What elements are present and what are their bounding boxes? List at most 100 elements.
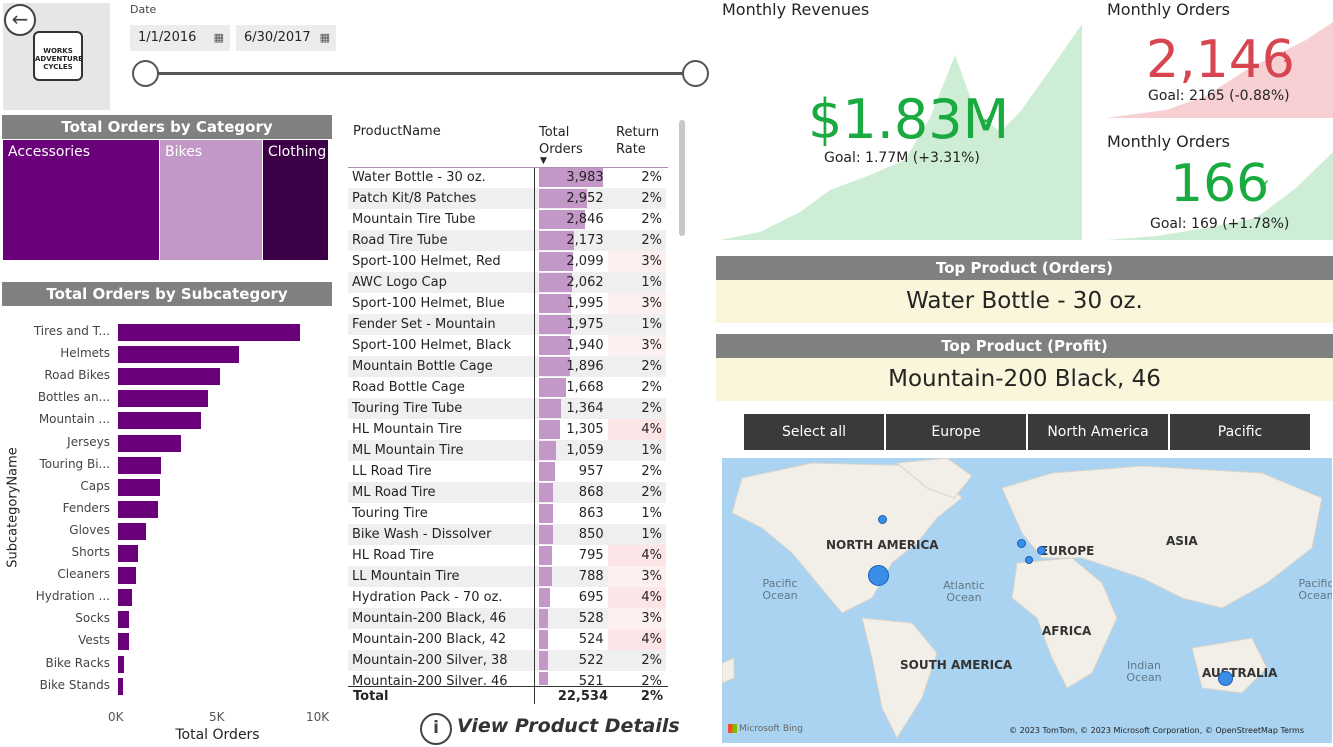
product-name-cell: Hydration Pack - 70 oz. xyxy=(352,590,503,605)
map-bubble-australia[interactable] xyxy=(1218,671,1233,686)
subcategory-bar[interactable] xyxy=(118,434,181,452)
product-name-cell: Mountain-200 Silver, 38 xyxy=(348,650,536,671)
map-bubble-uk[interactable] xyxy=(1017,539,1026,548)
table-row[interactable]: Hydration Pack - 70 oz. 695 4% xyxy=(348,587,666,608)
date-slider-end-handle[interactable] xyxy=(682,60,709,87)
subcategory-bar[interactable] xyxy=(118,368,220,386)
subcategory-bar[interactable] xyxy=(118,677,123,695)
table-row[interactable]: Fender Set - Mountain 1,975 1% xyxy=(348,314,666,335)
total-orders-cell: 795 xyxy=(535,545,607,566)
table-row[interactable]: Water Bottle - 30 oz. 3,983 2% xyxy=(348,167,666,188)
data-bar xyxy=(539,189,587,208)
date-slider-start-handle[interactable] xyxy=(132,60,159,87)
product-name-cell: Mountain Tire Tube xyxy=(352,212,476,227)
table-row[interactable]: Mountain-200 Silver, 38 522 2% xyxy=(348,650,666,671)
subcategory-bar[interactable] xyxy=(118,567,136,585)
view-product-details-link[interactable]: View Product Details xyxy=(457,715,680,737)
region-button-north-america[interactable]: North America xyxy=(1028,414,1168,450)
world-map[interactable]: NORTH AMERICA EUROPE ASIA AFRICA SOUTH A… xyxy=(722,458,1332,743)
data-bar xyxy=(539,504,554,523)
subcategory-bar[interactable] xyxy=(118,456,161,474)
product-name-cell: ML Road Tire xyxy=(348,482,536,503)
map-bubble-france[interactable] xyxy=(1025,556,1033,564)
product-name-cell: Mountain-200 Black, 46 xyxy=(348,608,536,629)
total-orders-value: 1,940 xyxy=(566,338,604,353)
subcategory-bar[interactable] xyxy=(118,390,208,408)
region-button-pacific[interactable]: Pacific xyxy=(1170,414,1310,450)
subcategory-label: Mountain ... xyxy=(38,412,110,427)
map-label-africa: AFRICA xyxy=(1042,624,1092,638)
subcategory-bar[interactable] xyxy=(118,412,201,430)
kpi-orders-title: Monthly Orders xyxy=(1107,0,1230,19)
alert-icon: ! xyxy=(1282,50,1288,66)
data-bar xyxy=(539,252,573,271)
subcategory-bar[interactable] xyxy=(118,545,138,562)
region-button-europe[interactable]: Europe xyxy=(886,414,1026,450)
table-row[interactable]: Mountain-200 Silver, 46 521 2% xyxy=(348,671,666,685)
subcategory-label: Road Bikes xyxy=(44,368,110,383)
table-row[interactable]: ML Road Tire 868 2% xyxy=(348,482,666,503)
info-icon[interactable]: i xyxy=(420,713,452,745)
column-header-orders[interactable]: Total Orders xyxy=(539,125,583,157)
end-date-input[interactable]: 6/30/2017 ▦ xyxy=(236,25,336,51)
table-row[interactable]: ML Mountain Tire 1,059 1% xyxy=(348,440,666,461)
treemap-tile-accessories[interactable]: Accessories xyxy=(3,140,159,260)
subcategory-bar[interactable] xyxy=(118,500,158,518)
table-row[interactable]: Mountain-200 Black, 42 524 4% xyxy=(348,629,666,650)
subcategory-bar[interactable] xyxy=(118,324,300,341)
table-row[interactable]: Touring Tire Tube 1,364 2% xyxy=(348,398,666,419)
table-row[interactable]: Sport-100 Helmet, Blue 1,995 3% xyxy=(348,293,666,314)
start-date-input[interactable]: 1/1/2016 ▦ xyxy=(130,25,230,51)
subcategory-bar[interactable] xyxy=(118,611,129,629)
calendar-icon[interactable]: ▦ xyxy=(213,31,224,44)
total-orders-value: 2,062 xyxy=(566,275,604,290)
map-bubble-usa[interactable] xyxy=(868,565,889,586)
subcategory-bar[interactable] xyxy=(118,478,160,496)
data-bar xyxy=(539,672,548,685)
table-row[interactable]: Road Tire Tube 2,173 2% xyxy=(348,230,666,251)
subcategory-bar[interactable] xyxy=(118,589,132,607)
table-row[interactable]: AWC Logo Cap 2,062 1% xyxy=(348,272,666,293)
product-name-cell: LL Road Tire xyxy=(352,464,432,479)
top-profit-value: Mountain-200 Black, 46 xyxy=(716,358,1333,401)
table-row[interactable]: Sport-100 Helmet, Red 2,099 3% xyxy=(348,251,666,272)
map-bubble-canada[interactable] xyxy=(878,515,887,524)
subcategory-bar[interactable] xyxy=(118,655,124,673)
table-row[interactable]: Road Bottle Cage 1,668 2% xyxy=(348,377,666,398)
subcategory-bar[interactable] xyxy=(118,346,239,364)
orders-column-divider xyxy=(534,168,535,704)
table-row[interactable]: Mountain-200 Black, 46 528 3% xyxy=(348,608,666,629)
table-row[interactable]: Bike Wash - Dissolver 850 1% xyxy=(348,524,666,545)
subcategory-label: Bottles an... xyxy=(37,390,110,405)
table-row[interactable]: Mountain Tire Tube 2,846 2% xyxy=(348,209,666,230)
map-attribution[interactable]: © 2023 TomTom, © 2023 Microsoft Corporat… xyxy=(1009,726,1304,735)
column-header-return-rate[interactable]: Return Rate xyxy=(616,125,660,157)
return-rate-cell: 1% xyxy=(607,524,666,545)
return-rate-cell: 2% xyxy=(641,212,662,227)
table-row[interactable]: LL Mountain Tire 788 3% xyxy=(348,566,666,587)
total-orders-cell: 2,099 xyxy=(535,251,607,272)
table-row[interactable]: HL Mountain Tire 1,305 4% xyxy=(348,419,666,440)
region-button-select-all[interactable]: Select all xyxy=(744,414,884,450)
table-row[interactable]: Sport-100 Helmet, Black 1,940 3% xyxy=(348,335,666,356)
column-header-product[interactable]: ProductName xyxy=(353,124,441,139)
calendar-icon[interactable]: ▦ xyxy=(319,31,330,44)
date-slider-track[interactable] xyxy=(146,72,696,75)
table-scrollbar[interactable] xyxy=(679,120,685,236)
kpi-revenue-card: Monthly Revenues $1.83M ✓ Goal: 1.77M (+… xyxy=(720,0,1084,240)
subcategory-bar[interactable] xyxy=(118,633,129,651)
back-arrow-icon[interactable]: ← xyxy=(4,4,36,36)
table-row[interactable]: Patch Kit/8 Patches 2,952 2% xyxy=(348,188,666,209)
subcategory-chart-title: Total Orders by Subcategory xyxy=(2,282,332,306)
treemap-label: Bikes xyxy=(165,144,203,160)
table-row[interactable]: LL Road Tire 957 2% xyxy=(348,461,666,482)
x-tick-label: 5K xyxy=(209,710,225,724)
total-orders-cell: 2,952 xyxy=(535,188,608,209)
table-row[interactable]: HL Road Tire 795 4% xyxy=(348,545,666,566)
treemap-tile-clothing[interactable]: Clothing xyxy=(263,140,328,260)
table-row[interactable]: Mountain Bottle Cage 1,896 2% xyxy=(348,356,666,377)
subcategory-bar[interactable] xyxy=(118,522,146,540)
treemap-tile-bikes[interactable]: Bikes xyxy=(160,140,262,260)
map-bubble-germany[interactable] xyxy=(1037,546,1046,555)
table-row[interactable]: Touring Tire 863 1% xyxy=(348,503,666,524)
